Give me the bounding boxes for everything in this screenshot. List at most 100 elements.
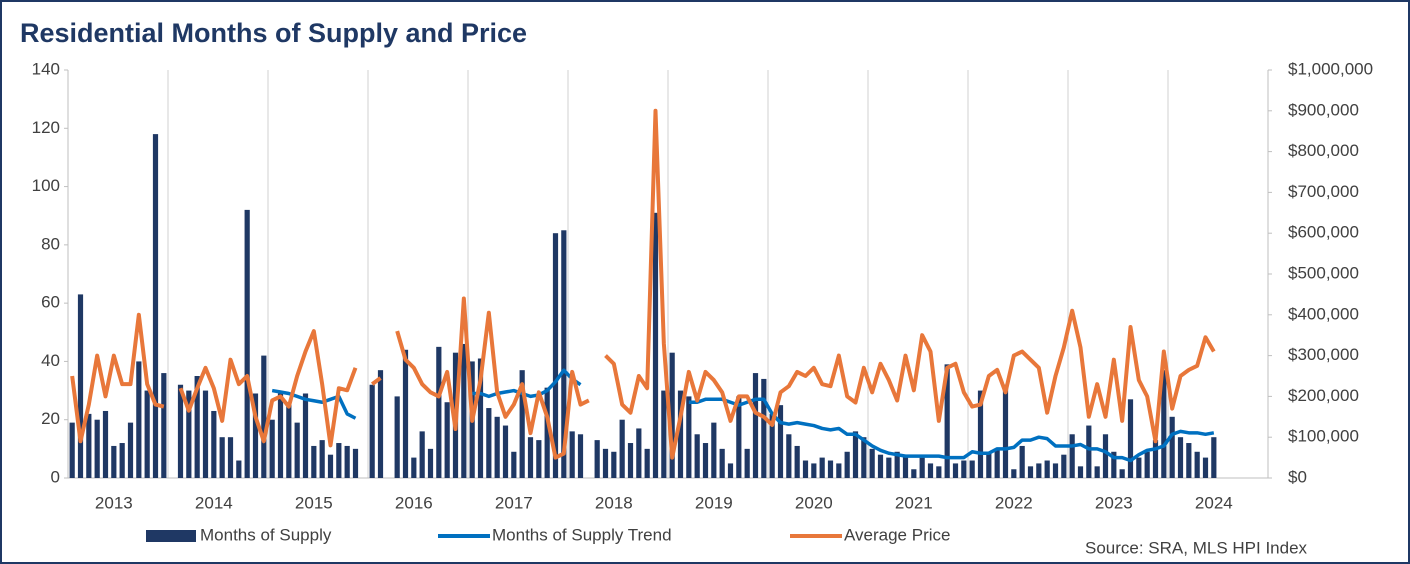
bar — [302, 393, 309, 478]
x-tick-label: 2023 — [1095, 493, 1133, 512]
bar — [1119, 469, 1125, 478]
x-tick-label: 2017 — [495, 493, 533, 512]
bar — [394, 396, 400, 478]
y-tick-label: 0 — [51, 467, 60, 486]
legend-label: Average Price — [844, 525, 950, 544]
bar — [1211, 437, 1217, 478]
y-tick-label: 80 — [41, 234, 60, 253]
bar — [94, 419, 100, 478]
source-note: Source: SRA, MLS HPI Index — [1085, 538, 1308, 557]
bar — [352, 448, 359, 478]
bar — [611, 451, 617, 478]
bar — [902, 454, 909, 478]
bar — [86, 413, 92, 478]
y-tick-label: 60 — [41, 293, 60, 312]
bar — [444, 402, 450, 478]
bar — [561, 230, 567, 478]
bar — [1069, 434, 1075, 478]
bar — [1002, 384, 1009, 478]
bar — [1086, 425, 1092, 478]
bar — [236, 460, 242, 478]
bar — [719, 448, 725, 478]
bar — [494, 416, 500, 478]
bar — [794, 445, 800, 478]
bar — [569, 431, 575, 478]
bar — [177, 384, 184, 478]
bar — [419, 431, 425, 478]
bar — [486, 408, 492, 478]
bar — [319, 440, 325, 478]
bar — [1044, 460, 1050, 478]
bar — [736, 396, 742, 478]
y-tick-label: 140 — [32, 59, 60, 78]
legend-label: Months of Supply Trend — [492, 525, 672, 544]
bar — [461, 343, 467, 478]
bar — [852, 431, 859, 478]
bar — [1177, 437, 1184, 478]
bar — [377, 370, 384, 478]
bar — [544, 387, 550, 478]
bar — [1127, 399, 1134, 478]
bar — [477, 358, 484, 478]
bar — [702, 443, 709, 478]
bar — [669, 352, 675, 478]
bar — [927, 463, 934, 478]
x-tick-label: 2018 — [595, 493, 633, 512]
bar — [677, 390, 684, 478]
bar — [1161, 370, 1167, 478]
bar — [1102, 434, 1109, 478]
legend-swatch — [146, 530, 196, 542]
bar — [844, 451, 850, 478]
bar — [127, 422, 134, 478]
chart-title: Residential Months of Supply and Price — [20, 18, 527, 48]
y2-tick-label: $400,000 — [1288, 304, 1359, 323]
bar — [1019, 445, 1025, 478]
x-tick-label: 2020 — [795, 493, 833, 512]
y2-tick-label: $0 — [1288, 467, 1307, 486]
bar — [144, 390, 150, 478]
bar — [277, 393, 284, 478]
x-tick-label: 2014 — [195, 493, 233, 512]
bar — [944, 364, 950, 478]
bar — [244, 209, 250, 478]
bar — [1186, 443, 1192, 478]
bar — [1036, 463, 1042, 478]
bar — [711, 422, 717, 478]
y2-tick-label: $1,000,000 — [1288, 59, 1373, 78]
bar — [886, 457, 892, 478]
bar — [111, 445, 117, 478]
bar — [802, 460, 809, 478]
y2-tick-label: $700,000 — [1288, 182, 1359, 201]
bar — [1144, 451, 1150, 478]
bar — [1202, 457, 1209, 478]
bar — [761, 378, 767, 478]
bar — [744, 448, 750, 478]
bar — [686, 396, 692, 478]
bar — [227, 437, 234, 478]
bar — [286, 402, 292, 478]
x-tick-label: 2021 — [895, 493, 933, 512]
bar — [1094, 466, 1100, 478]
bar — [102, 410, 109, 478]
bar — [594, 440, 600, 478]
bar — [661, 390, 667, 478]
y2-tick-label: $300,000 — [1288, 345, 1359, 364]
bar — [527, 437, 534, 478]
line — [70, 108, 1216, 460]
bar — [411, 457, 417, 478]
bar — [294, 422, 300, 478]
x-tick-label: 2016 — [395, 493, 433, 512]
bar — [769, 413, 775, 478]
bar — [402, 349, 409, 478]
bar — [577, 434, 584, 478]
bar — [219, 437, 225, 478]
bar — [327, 454, 334, 478]
bar — [952, 463, 959, 478]
bar — [969, 460, 975, 478]
bar — [986, 451, 992, 478]
y-tick-label: 100 — [32, 176, 60, 195]
y2-tick-label: $500,000 — [1288, 263, 1359, 282]
bar — [1136, 457, 1142, 478]
